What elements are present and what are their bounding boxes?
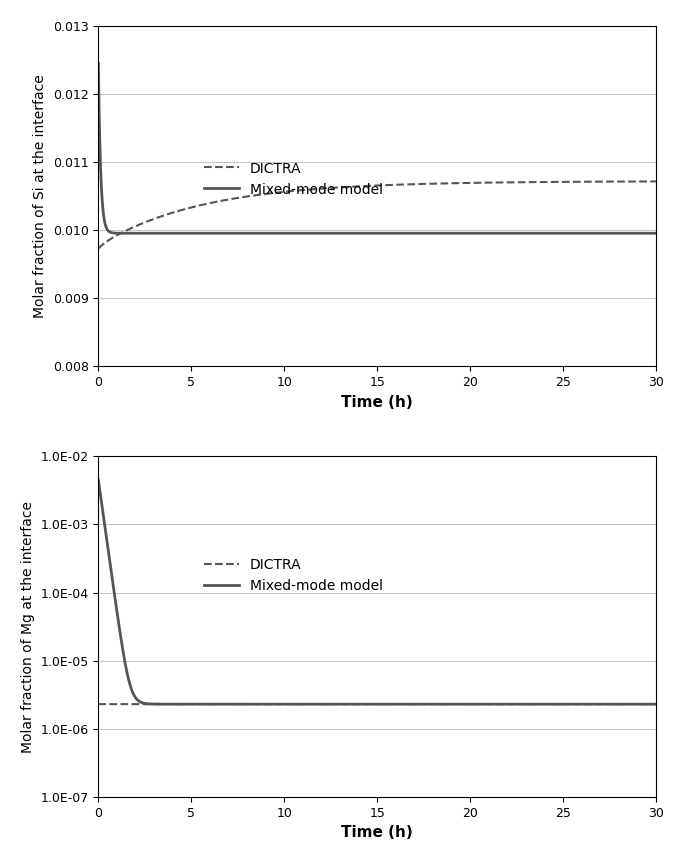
Mixed-mode model xyxy=(582,228,590,238)
Mixed-mode model xyxy=(158,228,166,238)
Mixed-mode model xyxy=(177,228,185,238)
Mixed-mode model xyxy=(95,59,103,69)
Mixed-mode model xyxy=(652,699,660,709)
DICTRA xyxy=(332,183,340,193)
Mixed-mode model xyxy=(278,699,286,709)
Mixed-mode model xyxy=(95,474,103,485)
DICTRA xyxy=(641,699,649,709)
DICTRA xyxy=(641,177,649,187)
Y-axis label: Molar fraction of Mg at the interface: Molar fraction of Mg at the interface xyxy=(21,500,35,753)
DICTRA xyxy=(652,699,660,709)
Mixed-mode model xyxy=(641,228,649,238)
Line: Mixed-mode model: Mixed-mode model xyxy=(99,64,656,233)
Y-axis label: Molar fraction of Si at the interface: Molar fraction of Si at the interface xyxy=(33,74,47,318)
DICTRA xyxy=(308,184,316,195)
DICTRA xyxy=(191,201,199,212)
Legend: DICTRA, Mixed-mode model: DICTRA, Mixed-mode model xyxy=(199,553,388,598)
DICTRA xyxy=(581,177,589,187)
DICTRA xyxy=(308,699,316,709)
Mixed-mode model xyxy=(582,699,590,709)
Line: Mixed-mode model: Mixed-mode model xyxy=(99,480,656,704)
Mixed-mode model xyxy=(652,228,660,238)
Mixed-mode model xyxy=(332,228,340,238)
DICTRA xyxy=(158,699,166,709)
Mixed-mode model xyxy=(191,228,199,238)
Mixed-mode model xyxy=(308,228,316,238)
Mixed-mode model xyxy=(308,699,316,709)
DICTRA xyxy=(158,211,166,221)
Mixed-mode model xyxy=(641,699,649,709)
DICTRA xyxy=(95,244,103,254)
X-axis label: Time (h): Time (h) xyxy=(341,825,413,840)
Mixed-mode model xyxy=(191,699,199,709)
DICTRA xyxy=(332,699,340,709)
DICTRA xyxy=(581,699,589,709)
Mixed-mode model xyxy=(332,699,340,709)
DICTRA xyxy=(95,699,103,709)
DICTRA xyxy=(191,699,199,709)
Legend: DICTRA, Mixed-mode model: DICTRA, Mixed-mode model xyxy=(199,156,388,202)
Line: DICTRA: DICTRA xyxy=(99,182,656,249)
Mixed-mode model xyxy=(158,699,166,709)
X-axis label: Time (h): Time (h) xyxy=(341,394,413,410)
DICTRA xyxy=(652,177,660,187)
